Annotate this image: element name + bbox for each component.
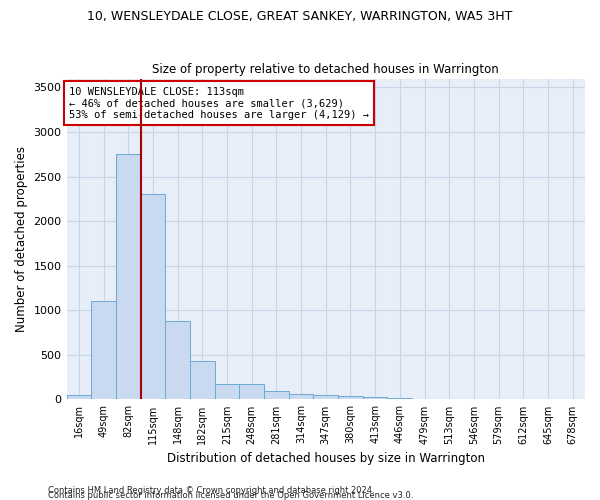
- Bar: [313, 395, 338, 400]
- Bar: [388, 398, 412, 400]
- Text: 10 WENSLEYDALE CLOSE: 113sqm
← 46% of detached houses are smaller (3,629)
53% of: 10 WENSLEYDALE CLOSE: 113sqm ← 46% of de…: [69, 86, 369, 120]
- Bar: [67, 395, 91, 400]
- Bar: [140, 194, 165, 400]
- Bar: [116, 154, 140, 400]
- Text: Contains public sector information licensed under the Open Government Licence v3: Contains public sector information licen…: [48, 491, 413, 500]
- Bar: [215, 384, 239, 400]
- Text: Contains HM Land Registry data © Crown copyright and database right 2024.: Contains HM Land Registry data © Crown c…: [48, 486, 374, 495]
- Bar: [239, 384, 264, 400]
- Bar: [289, 394, 313, 400]
- Bar: [338, 396, 363, 400]
- Bar: [91, 302, 116, 400]
- X-axis label: Distribution of detached houses by size in Warrington: Distribution of detached houses by size …: [167, 452, 485, 465]
- Bar: [363, 397, 388, 400]
- Bar: [165, 321, 190, 400]
- Bar: [264, 391, 289, 400]
- Title: Size of property relative to detached houses in Warrington: Size of property relative to detached ho…: [152, 63, 499, 76]
- Bar: [190, 361, 215, 400]
- Text: 10, WENSLEYDALE CLOSE, GREAT SANKEY, WARRINGTON, WA5 3HT: 10, WENSLEYDALE CLOSE, GREAT SANKEY, WAR…: [88, 10, 512, 23]
- Y-axis label: Number of detached properties: Number of detached properties: [15, 146, 28, 332]
